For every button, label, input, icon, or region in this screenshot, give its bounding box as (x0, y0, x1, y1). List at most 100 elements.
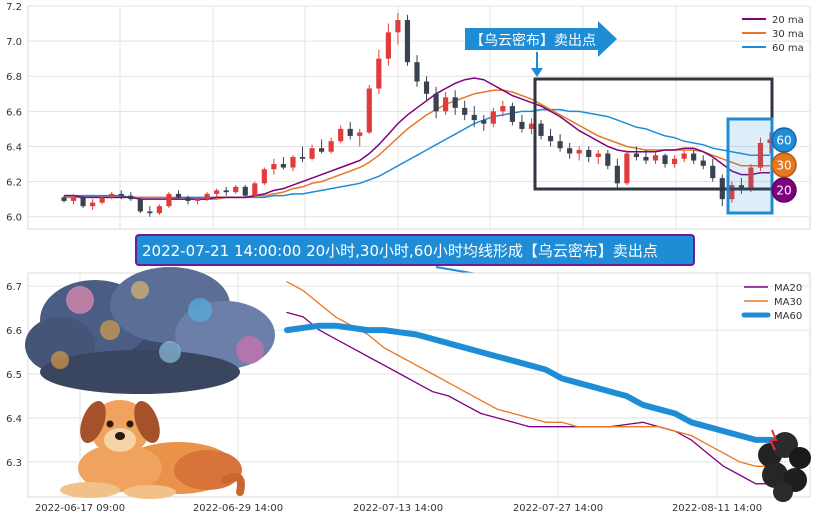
legend-label-MA30: MA30 (774, 297, 802, 308)
bottom-line-MA20 (286, 311, 773, 485)
candle-body (70, 197, 77, 201)
candle-body (471, 114, 477, 121)
legend-label-30ma: 30 ma (772, 29, 804, 40)
top-y-ticks: 6.0 6.2 6.4 6.6 6.8 7.0 7.2 (6, 2, 22, 224)
candle-body (299, 157, 306, 159)
candle-body (118, 193, 124, 196)
bottom-y-tick-label: 6.6 (6, 326, 22, 337)
candle-body (433, 93, 439, 112)
candle-body (156, 206, 162, 214)
candle-body (233, 186, 239, 193)
legend-label-60ma: 60 ma (772, 43, 804, 54)
legend-label-20ma: 20 ma (772, 15, 804, 26)
candle-body (557, 141, 563, 149)
candle-body (347, 128, 353, 136)
candle-body (395, 20, 401, 33)
bottom-x-tick-label: 2022-07-13 14:00 (353, 503, 443, 514)
candle-body (61, 197, 67, 201)
callout-text: 【乌云密布】卖出点 (470, 32, 596, 49)
candle-body (423, 81, 430, 94)
bottom-x-tick-label: 2022-07-27 14:00 (513, 503, 603, 514)
candle-body (252, 183, 258, 196)
candle-body (586, 149, 592, 158)
candle-body (652, 155, 659, 161)
candle-body (147, 211, 153, 214)
candle-body (757, 142, 764, 168)
legend-label-MA60: MA60 (774, 311, 802, 322)
candle-body (242, 186, 248, 196)
bottom-line-MA60 (284, 322, 775, 443)
candle-body (509, 106, 515, 122)
badge-20-label: 20 (776, 184, 791, 198)
candle-body (481, 120, 487, 124)
top-legend: 20 ma 30 ma 60 ma (742, 15, 804, 54)
candle-body (595, 153, 601, 158)
candle-body (681, 153, 687, 159)
candle-body (404, 20, 411, 63)
candle-body (605, 153, 611, 166)
bottom-x-ticks: 2022-06-17 09:00 2022-06-29 14:00 2022-07-… (35, 503, 762, 514)
candle-body (633, 153, 640, 158)
candle-body (624, 153, 630, 184)
candle-body (614, 165, 620, 184)
candle-body (290, 157, 296, 168)
sell-signal-callout: 【乌云密布】卖出点 (465, 21, 617, 77)
candle-body (490, 111, 496, 124)
candle-body (528, 123, 535, 129)
callout-arrow-shape (465, 21, 617, 57)
candle-body (767, 139, 773, 143)
top-y-tick-label: 6.6 (6, 107, 22, 118)
candle-body (80, 197, 86, 207)
bottom-grid (28, 273, 810, 497)
bottom-y-tick-label: 6.7 (6, 282, 22, 293)
candle-body (309, 148, 315, 159)
top-line-ma20 (64, 77, 770, 200)
candle-body (576, 149, 582, 154)
top-y-tick-label: 7.0 (6, 37, 22, 48)
banner-box (135, 234, 695, 266)
badge-30-label: 30 (776, 159, 791, 173)
candle-body (204, 193, 210, 200)
bottom-series (284, 281, 775, 485)
candle-body (691, 153, 697, 161)
top-plot-area (27, 5, 811, 230)
dark-cloud-illustration (758, 429, 811, 502)
candle-body (319, 148, 325, 152)
candle-body (443, 97, 449, 112)
candle-body (385, 32, 391, 59)
candle-body (500, 106, 506, 112)
badge-60-circle (771, 127, 797, 153)
bottom-y-ticks: 6.3 6.4 6.5 6.6 6.7 (6, 282, 22, 469)
candle-body (547, 135, 554, 142)
candle-body (538, 123, 544, 136)
bottom-x-tick-label: 2022-08-11 14:00 (672, 503, 762, 514)
bottom-line-MA30 (286, 281, 773, 467)
signal-banner: 2022-07-21 14:00:00 20小时,30小时,60小时均线形成【乌… (135, 234, 695, 286)
current-region-box (726, 117, 774, 215)
top-moving-averages (64, 77, 770, 200)
legend-label-MA20: MA20 (774, 283, 802, 294)
candle-body (261, 169, 267, 184)
bottom-x-tick-label: 2022-06-29 14:00 (193, 503, 283, 514)
candle-body (519, 121, 525, 129)
candle-body (700, 160, 706, 166)
ma-badges: 60 30 20 (771, 127, 797, 203)
bottom-y-tick-label: 6.3 (6, 458, 22, 469)
candle-body (376, 58, 382, 89)
storm-cloud-illustration (25, 267, 275, 394)
candle-body (662, 155, 668, 165)
candle-body (99, 197, 105, 203)
top-y-tick-label: 6.4 (6, 142, 22, 153)
badge-30-circle (771, 152, 797, 178)
candle-body (357, 132, 363, 136)
callout-pointer-head (531, 68, 543, 77)
candle-body (137, 199, 143, 212)
candle-body (567, 148, 573, 154)
candle-body (643, 157, 649, 161)
candle-body (214, 190, 220, 194)
candle-body (710, 165, 716, 179)
bottom-chart: 6.36.46.56.66.7 2022-06-17 09:00 2022-06-… (6, 267, 811, 514)
top-y-tick-label: 6.8 (6, 72, 22, 83)
candle-body (185, 197, 191, 201)
candle-body (128, 195, 134, 200)
